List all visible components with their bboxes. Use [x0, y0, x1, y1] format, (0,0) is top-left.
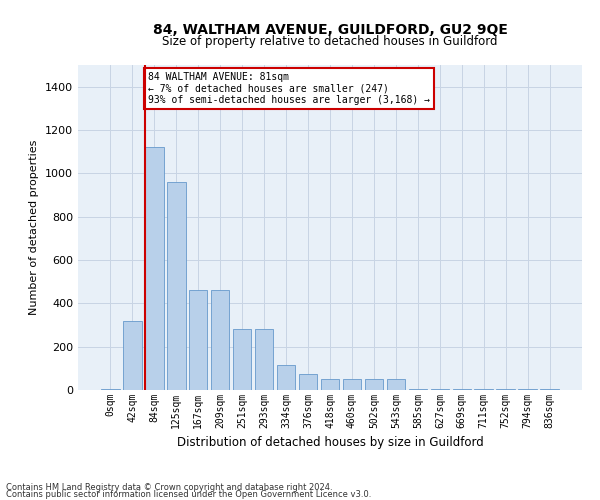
Y-axis label: Number of detached properties: Number of detached properties	[29, 140, 40, 315]
Text: Contains public sector information licensed under the Open Government Licence v3: Contains public sector information licen…	[6, 490, 371, 499]
Bar	[211, 290, 229, 390]
Bar	[255, 330, 274, 390]
Text: 84 WALTHAM AVENUE: 81sqm
← 7% of detached houses are smaller (247)
93% of semi-d: 84 WALTHAM AVENUE: 81sqm ← 7% of detache…	[148, 72, 430, 104]
Bar	[365, 379, 383, 390]
Bar	[343, 379, 361, 390]
Bar	[386, 379, 405, 390]
Text: Contains HM Land Registry data © Crown copyright and database right 2024.: Contains HM Land Registry data © Crown c…	[6, 484, 332, 492]
Bar	[320, 379, 340, 390]
Bar	[167, 182, 185, 390]
Bar	[233, 330, 251, 390]
Text: Size of property relative to detached houses in Guildford: Size of property relative to detached ho…	[162, 35, 498, 48]
Bar	[299, 374, 317, 390]
X-axis label: Distribution of detached houses by size in Guildford: Distribution of detached houses by size …	[176, 436, 484, 450]
Bar	[123, 320, 142, 390]
Bar	[145, 148, 164, 390]
Text: 84, WALTHAM AVENUE, GUILDFORD, GU2 9QE: 84, WALTHAM AVENUE, GUILDFORD, GU2 9QE	[152, 22, 508, 36]
Bar	[189, 290, 208, 390]
Bar	[277, 365, 295, 390]
